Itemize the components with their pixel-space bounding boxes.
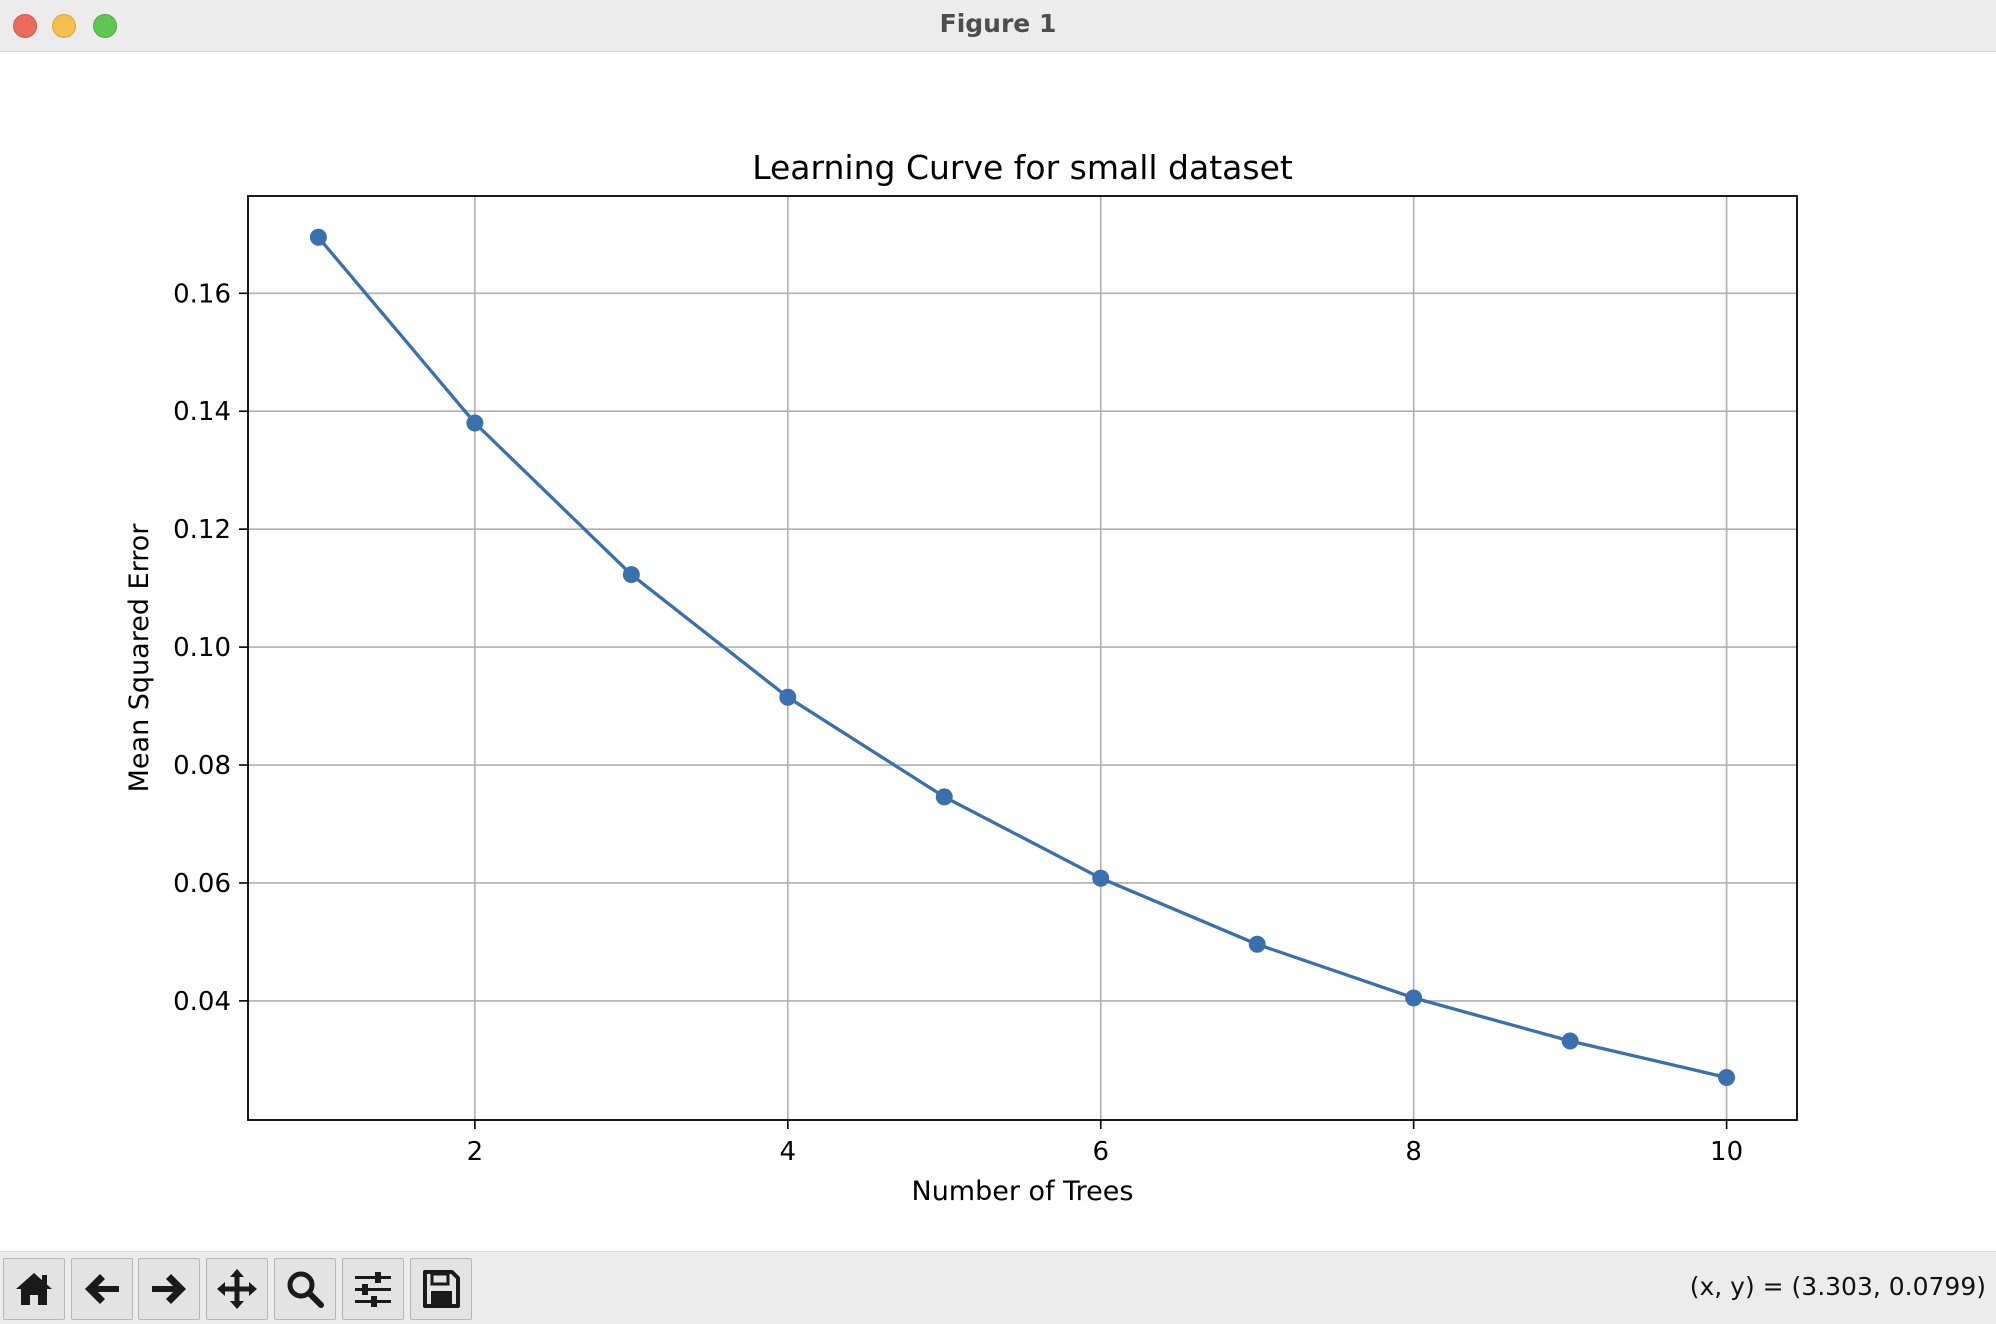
- y-axis-label: Mean Squared Error: [124, 523, 155, 793]
- zoom-button[interactable]: [274, 1258, 336, 1320]
- y-tick-label: 0.16: [173, 279, 231, 309]
- y-tick-label: 0.06: [173, 869, 231, 899]
- data-point: [309, 228, 327, 246]
- sliders-icon: [355, 1272, 391, 1307]
- minimize-window-button[interactable]: [52, 14, 76, 38]
- line-chart: 2 4 6 8 10 0.04 0.06 0.08 0.10 0.12 0.14 0.16 Learni…: [124, 148, 1798, 1207]
- forward-button[interactable]: [138, 1258, 200, 1320]
- pan-button[interactable]: [206, 1258, 268, 1320]
- figure-canvas[interactable]: 2 4 6 8 10 0.04 0.06 0.08 0.10 0.12 0.14 0.16 Learni…: [0, 53, 1996, 1251]
- data-point: [779, 688, 797, 706]
- plot-area: [248, 196, 1797, 1120]
- data-point: [935, 788, 953, 806]
- data-point: [1405, 989, 1423, 1007]
- save-button[interactable]: [410, 1258, 472, 1320]
- data-point: [1248, 935, 1266, 953]
- y-tick-label: 0.04: [173, 987, 231, 1017]
- cursor-coordinates: (x, y) = (3.303, 0.0799): [1689, 1272, 1986, 1301]
- x-tick-label: 8: [1405, 1137, 1422, 1167]
- move-icon: [217, 1269, 257, 1309]
- back-button[interactable]: [71, 1258, 133, 1320]
- x-tick-label: 2: [467, 1137, 484, 1167]
- title-bar: Figure 1: [0, 0, 1996, 52]
- arrow-right-icon: [152, 1274, 186, 1304]
- y-tick-label: 0.10: [173, 633, 231, 663]
- close-window-button[interactable]: [13, 14, 37, 38]
- data-point: [1561, 1032, 1579, 1050]
- series-line: [317, 236, 1727, 1080]
- y-tick-label: 0.12: [173, 515, 231, 545]
- arrow-left-icon: [85, 1274, 119, 1304]
- x-axis-label: Number of Trees: [912, 1176, 1134, 1207]
- data-point: [1092, 869, 1110, 887]
- configure-subplots-button[interactable]: [342, 1258, 404, 1320]
- save-icon: [423, 1270, 460, 1308]
- home-icon: [16, 1273, 52, 1305]
- y-tick-label: 0.08: [173, 751, 231, 781]
- maximize-window-button[interactable]: [93, 14, 117, 38]
- chart-title: Learning Curve for small dataset: [752, 148, 1293, 187]
- x-tick-label: 10: [1710, 1137, 1743, 1167]
- plot-frame: [247, 195, 1798, 1121]
- home-button[interactable]: [3, 1258, 65, 1320]
- data-point: [466, 414, 484, 432]
- data-point: [622, 566, 640, 584]
- x-tick-label: 6: [1092, 1137, 1109, 1167]
- window-title: Figure 1: [939, 9, 1057, 38]
- x-tick-label: 4: [780, 1137, 797, 1167]
- data-point: [1718, 1069, 1736, 1087]
- search-icon: [287, 1271, 324, 1308]
- y-tick-label: 0.14: [173, 397, 231, 427]
- navigation-toolbar: (x, y) = (3.303, 0.0799): [0, 1251, 1996, 1324]
